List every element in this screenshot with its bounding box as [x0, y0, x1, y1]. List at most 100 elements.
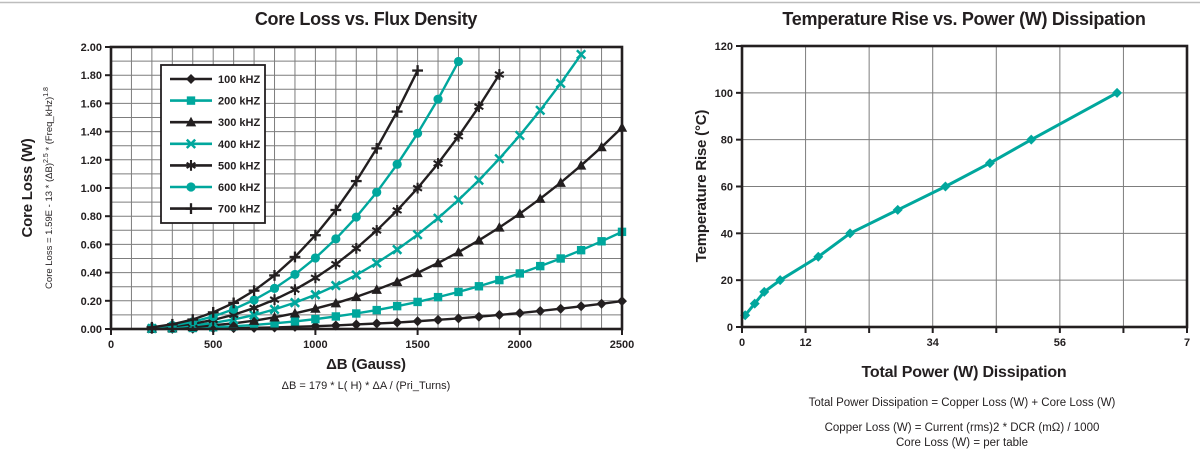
series-marker-diamond	[940, 181, 951, 192]
series-marker-asterisk	[494, 70, 505, 78]
series-marker-diamond	[351, 319, 362, 330]
series-marker-triangle	[473, 234, 485, 245]
series-marker-x	[576, 49, 587, 60]
series-marker-asterisk	[290, 286, 300, 294]
series-marker-diamond	[392, 317, 403, 328]
x-tick-label: 0	[739, 337, 745, 349]
series-marker-square	[556, 254, 565, 263]
series-marker-square	[597, 237, 606, 246]
series-marker-x	[432, 213, 444, 224]
y-tick-label: 40	[721, 228, 733, 240]
series-marker-asterisk	[310, 274, 321, 282]
series-marker-square	[392, 301, 402, 311]
series-marker-triangle	[555, 177, 566, 187]
y-tick-label: 1.60	[81, 98, 102, 110]
y-tick-label: 0.80	[81, 211, 102, 223]
series-marker-triangle	[453, 246, 464, 257]
series-line-400-khz	[150, 53, 583, 330]
legend-label: 400 kHZ	[218, 139, 260, 151]
y-tick-label: 1.40	[81, 127, 102, 139]
legend-marker-asterisk	[186, 161, 196, 169]
right-chart-title: Temperature Rise vs. Power (W) Dissipati…	[782, 9, 1145, 29]
x-tick-label: 500	[204, 339, 222, 351]
series-marker-triangle	[432, 257, 444, 268]
series-marker-x	[310, 289, 321, 300]
series-marker-x	[453, 194, 464, 206]
right-footnote-3: Core Loss (W) = per table	[896, 437, 1028, 449]
series-marker-triangle	[351, 291, 362, 302]
x-tick-label: 0	[108, 339, 114, 351]
left-chart-title: Core Loss vs. Flux Density	[255, 9, 478, 29]
series-marker-square	[311, 314, 320, 324]
left-legend: 100 kHZ 200 kHZ 300 kHZ 400 kHZ 500 kHZ 600 k…	[160, 64, 266, 224]
y-tick-label: 120	[715, 41, 733, 53]
series-marker-diamond	[514, 308, 525, 319]
left-x-axis-formula: ΔB = 179 * L( H) * ΔA / (Pri_Turns)	[282, 380, 451, 392]
legend-marker-circle	[186, 182, 196, 192]
y-tick-label: 80	[721, 135, 733, 147]
series-marker-x	[555, 78, 566, 89]
series-marker-asterisk	[433, 159, 443, 167]
series-marker-circle	[392, 159, 402, 169]
series-line-temperature-rise	[743, 91, 1119, 317]
series-line-500-khz	[150, 73, 501, 330]
right-footnote-1: Total Power Dissipation = Copper Loss (W…	[809, 397, 1116, 409]
series-marker-circle	[331, 234, 341, 244]
series-marker-triangle	[269, 311, 280, 322]
series-marker-circle	[413, 128, 423, 138]
series-marker-square	[474, 282, 484, 291]
series-marker-triangle	[228, 317, 239, 328]
series-marker-diamond	[775, 275, 786, 286]
series-marker-x	[392, 244, 403, 255]
series-marker-asterisk	[412, 184, 423, 192]
y-tick-label: 0.40	[81, 268, 102, 280]
series-marker-square	[249, 320, 259, 330]
series-marker-square	[433, 292, 443, 302]
y-tick-label: 0.00	[81, 324, 102, 336]
series-marker-diamond	[555, 303, 566, 314]
series-marker-square	[536, 261, 545, 271]
legend-label: 200 kHZ	[218, 96, 260, 108]
series-marker-diamond	[892, 204, 903, 215]
legend-label: 600 kHZ	[218, 182, 260, 194]
series-marker-diamond	[535, 305, 546, 316]
y-tick-label: 2.00	[81, 42, 102, 54]
series-marker-x	[412, 229, 423, 240]
series-marker-x	[289, 297, 301, 308]
series-marker-circle	[453, 56, 464, 67]
series-marker-diamond	[1026, 134, 1037, 145]
legend-marker-diamond	[186, 74, 196, 84]
series-marker-triangle	[310, 303, 321, 313]
y-tick-label: 1.20	[81, 155, 102, 167]
y-tick-label: 1.00	[81, 183, 102, 195]
left-y-axis-formula: Core Loss = 1.59E - 13 * (ΔB)2.5 * (Freq…	[43, 87, 55, 289]
x-tick-label: 2500	[610, 339, 634, 351]
series-marker-triangle	[514, 208, 525, 218]
series-marker-diamond	[453, 313, 464, 324]
series-marker-asterisk	[228, 311, 239, 319]
left-x-axis-label: ΔB (Gauss)	[326, 356, 406, 373]
left-y-axis-formula-sup1: 2.5	[43, 153, 50, 163]
series-marker-x	[494, 153, 505, 164]
series-marker-circle	[372, 187, 382, 197]
x-tick-label: 1500	[405, 339, 429, 351]
legend-label: 100 kHZ	[218, 74, 260, 86]
series-marker-diamond	[473, 311, 484, 322]
series-marker-diamond	[576, 301, 587, 312]
series-marker-diamond	[371, 318, 382, 329]
left-y-axis-label: Core Loss (W)	[19, 138, 36, 237]
series-marker-x	[269, 304, 280, 315]
x-tick-label: 56	[1054, 337, 1066, 349]
series-marker-x	[514, 130, 525, 141]
series-marker-diamond	[494, 309, 505, 320]
y-tick-label: 20	[721, 275, 733, 287]
series-marker-triangle	[412, 267, 423, 278]
series-marker-square	[515, 269, 524, 278]
series-line-600-khz	[150, 60, 460, 329]
y-tick-label: 0.20	[81, 296, 102, 308]
series-marker-x	[473, 175, 485, 186]
plot-border	[740, 44, 1189, 329]
series-marker-x	[248, 309, 260, 321]
series-marker-diamond	[845, 228, 856, 239]
right-x-axis-label: Total Power (W) Dissipation	[862, 364, 1067, 381]
